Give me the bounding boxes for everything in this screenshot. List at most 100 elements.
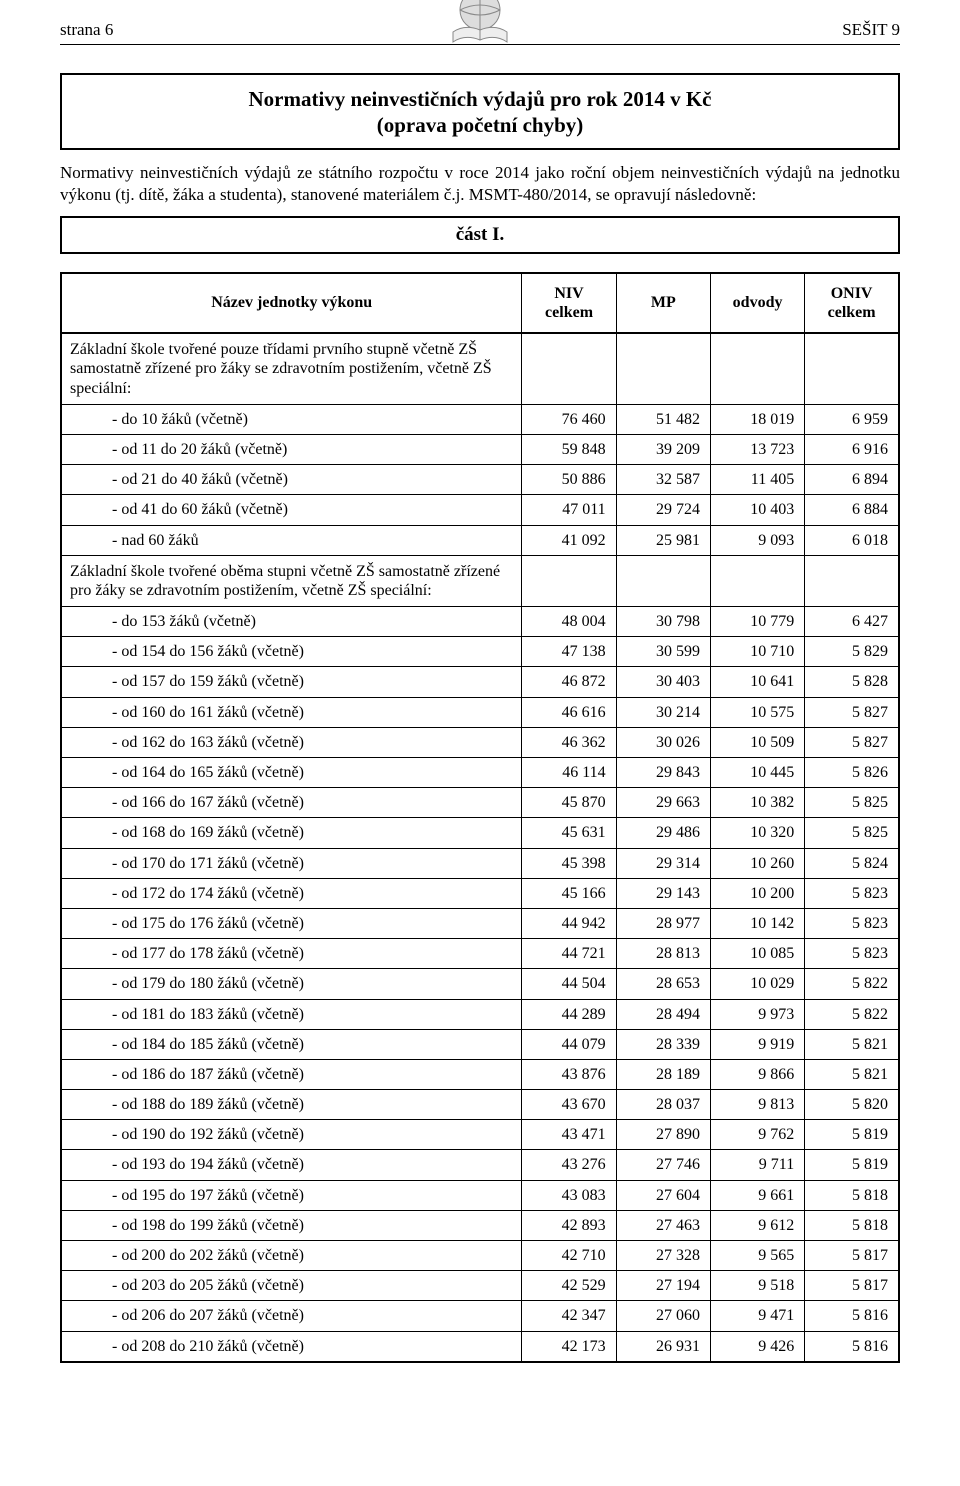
cell-mp: 28 494: [616, 999, 710, 1029]
row-label: - do 10 žáků (včetně): [61, 404, 522, 434]
cell-niv: 44 942: [522, 908, 616, 938]
table-row: - od 203 do 205 žáků (včetně)42 52927 19…: [61, 1271, 899, 1301]
cell-niv: 44 289: [522, 999, 616, 1029]
cell-odvody: 10 260: [710, 848, 804, 878]
cell-oniv: 5 827: [805, 697, 899, 727]
cell-oniv: 5 819: [805, 1120, 899, 1150]
row-label: - od 168 do 169 žáků (včetně): [61, 818, 522, 848]
row-label: - od 198 do 199 žáků (včetně): [61, 1210, 522, 1240]
table-row: - od 162 do 163 žáků (včetně)46 36230 02…: [61, 727, 899, 757]
cell-mp: 51 482: [616, 404, 710, 434]
cell-oniv: 6 959: [805, 404, 899, 434]
cell-odvody: 9 565: [710, 1241, 804, 1271]
table-row: - od 175 do 176 žáků (včetně)44 94228 97…: [61, 908, 899, 938]
empty-cell: [710, 333, 804, 404]
cell-oniv: 5 821: [805, 1059, 899, 1089]
cell-odvody: 9 813: [710, 1090, 804, 1120]
cell-odvody: 9 093: [710, 525, 804, 555]
cell-mp: 28 189: [616, 1059, 710, 1089]
header-left: strana 6: [60, 20, 113, 40]
table-section-row: Základní škole tvořené pouze třídami prv…: [61, 333, 899, 404]
col-niv: NIVcelkem: [522, 273, 616, 333]
title-box: Normativy neinvestičních výdajů pro rok …: [60, 73, 900, 150]
table-row: - od 154 do 156 žáků (včetně)47 13830 59…: [61, 637, 899, 667]
cell-odvody: 10 575: [710, 697, 804, 727]
cell-oniv: 6 916: [805, 434, 899, 464]
row-label: - od 157 do 159 žáků (včetně): [61, 667, 522, 697]
cell-mp: 29 314: [616, 848, 710, 878]
cell-mp: 27 060: [616, 1301, 710, 1331]
row-label: - od 190 do 192 žáků (včetně): [61, 1120, 522, 1150]
cell-oniv: 5 827: [805, 727, 899, 757]
cell-oniv: 5 823: [805, 878, 899, 908]
cell-oniv: 5 820: [805, 1090, 899, 1120]
col-oniv-l1: ONIV: [831, 285, 873, 302]
header-right: SEŠIT 9: [842, 20, 900, 40]
table-row: - nad 60 žáků41 09225 9819 0936 018: [61, 525, 899, 555]
table-row: - od 188 do 189 žáků (včetně)43 67028 03…: [61, 1090, 899, 1120]
table-row: - od 195 do 197 žáků (včetně)43 08327 60…: [61, 1180, 899, 1210]
table-row: - od 166 do 167 žáků (včetně)45 87029 66…: [61, 788, 899, 818]
cell-mp: 30 403: [616, 667, 710, 697]
col-niv-l2: celkem: [545, 304, 593, 321]
row-label: - od 154 do 156 žáků (včetně): [61, 637, 522, 667]
cell-oniv: 5 823: [805, 908, 899, 938]
intro-paragraph: Normativy neinvestičních výdajů ze státn…: [60, 162, 900, 206]
row-label: - od 208 do 210 žáků (včetně): [61, 1331, 522, 1362]
cell-niv: 42 893: [522, 1210, 616, 1240]
cell-niv: 42 710: [522, 1241, 616, 1271]
cell-mp: 27 328: [616, 1241, 710, 1271]
cell-oniv: 5 819: [805, 1150, 899, 1180]
row-label: - od 188 do 189 žáků (včetně): [61, 1090, 522, 1120]
row-label: - od 21 do 40 žáků (včetně): [61, 465, 522, 495]
table-row: - od 168 do 169 žáků (včetně)45 63129 48…: [61, 818, 899, 848]
table-row: - od 179 do 180 žáků (včetně)44 50428 65…: [61, 969, 899, 999]
row-label: - od 164 do 165 žáků (včetně): [61, 758, 522, 788]
section-head-cell: Základní škole tvořené pouze třídami prv…: [61, 333, 522, 404]
empty-cell: [522, 555, 616, 606]
row-label: - od 195 do 197 žáků (včetně): [61, 1180, 522, 1210]
cell-mp: 29 663: [616, 788, 710, 818]
cell-mp: 26 931: [616, 1331, 710, 1362]
col-odvody-l1: odvody: [733, 294, 783, 311]
cell-odvody: 10 509: [710, 727, 804, 757]
cell-oniv: 5 826: [805, 758, 899, 788]
table-row: - od 186 do 187 žáků (včetně)43 87628 18…: [61, 1059, 899, 1089]
row-label: - od 177 do 178 žáků (včetně): [61, 939, 522, 969]
cell-odvody: 10 200: [710, 878, 804, 908]
cell-niv: 42 529: [522, 1271, 616, 1301]
table-row: - od 181 do 183 žáků (včetně)44 28928 49…: [61, 999, 899, 1029]
cell-oniv: 5 821: [805, 1029, 899, 1059]
cell-niv: 45 870: [522, 788, 616, 818]
cell-odvody: 9 919: [710, 1029, 804, 1059]
col-odvody: odvody: [710, 273, 804, 333]
cell-oniv: 5 817: [805, 1241, 899, 1271]
header-logo-icon: [443, 0, 517, 46]
cell-mp: 28 653: [616, 969, 710, 999]
row-label: - od 184 do 185 žáků (včetně): [61, 1029, 522, 1059]
cell-oniv: 5 823: [805, 939, 899, 969]
cell-odvody: 9 426: [710, 1331, 804, 1362]
cell-niv: 46 114: [522, 758, 616, 788]
cell-oniv: 6 884: [805, 495, 899, 525]
cell-niv: 59 848: [522, 434, 616, 464]
cell-niv: 42 173: [522, 1331, 616, 1362]
col-mp: MP: [616, 273, 710, 333]
cell-niv: 46 616: [522, 697, 616, 727]
row-label: - od 203 do 205 žáků (včetně): [61, 1271, 522, 1301]
table-row: - od 21 do 40 žáků (včetně)50 88632 5871…: [61, 465, 899, 495]
table-row: - od 170 do 171 žáků (včetně)45 39829 31…: [61, 848, 899, 878]
cell-oniv: 5 816: [805, 1331, 899, 1362]
row-label: - od 41 do 60 žáků (včetně): [61, 495, 522, 525]
cell-odvody: 9 661: [710, 1180, 804, 1210]
empty-cell: [805, 555, 899, 606]
page-header: strana 6 SEŠIT 9: [60, 20, 900, 45]
cell-oniv: 5 816: [805, 1301, 899, 1331]
cell-oniv: 5 825: [805, 818, 899, 848]
cell-odvody: 9 612: [710, 1210, 804, 1240]
row-label: - od 170 do 171 žáků (včetně): [61, 848, 522, 878]
cell-niv: 42 347: [522, 1301, 616, 1331]
table-row: - do 10 žáků (včetně)76 46051 48218 0196…: [61, 404, 899, 434]
cell-niv: 43 471: [522, 1120, 616, 1150]
cell-mp: 27 746: [616, 1150, 710, 1180]
